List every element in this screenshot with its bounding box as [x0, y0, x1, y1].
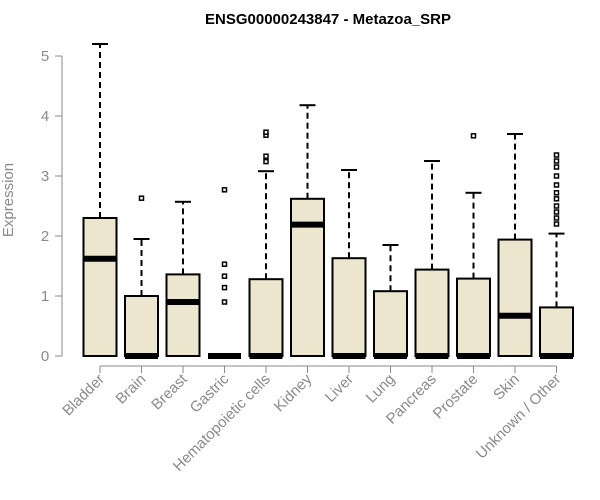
x-tick-label: Kidney	[271, 370, 316, 415]
x-tick-label: Lung	[363, 371, 399, 407]
box-group	[208, 187, 241, 359]
box-group	[373, 244, 408, 359]
outlier-point	[553, 164, 560, 170]
x-tick-label: Breast	[148, 370, 191, 413]
y-tick-label: 5	[41, 48, 49, 65]
y-tick-label: 4	[41, 108, 49, 125]
outlier-point	[553, 209, 560, 215]
outlier-point	[553, 196, 560, 202]
outlier-point	[221, 261, 228, 267]
x-tick-label: Skin	[490, 371, 523, 404]
x-tick-label: Bladder	[59, 371, 108, 420]
chart-title: ENSG00000243847 - Metazoa_SRP	[205, 11, 451, 28]
outlier-point	[221, 299, 228, 305]
box-group	[82, 43, 118, 357]
box-group	[248, 129, 284, 359]
y-tick-label: 3	[41, 168, 49, 185]
outlier-point	[553, 182, 560, 188]
box	[539, 306, 574, 357]
box-group	[331, 169, 367, 359]
outlier-point	[221, 187, 228, 193]
outlier-point	[221, 284, 228, 291]
outlier-point	[221, 273, 228, 279]
outlier-point	[553, 203, 560, 209]
box-group	[539, 152, 574, 359]
x-tick-label: Brain	[113, 371, 150, 408]
outlier-point	[553, 221, 560, 227]
box-group	[497, 133, 533, 358]
outlier-point	[553, 190, 560, 196]
outlier-point	[263, 153, 269, 159]
box-group	[414, 160, 450, 359]
outlier-point	[138, 195, 145, 201]
outlier-point	[553, 152, 560, 158]
outlier-point	[263, 129, 269, 135]
box	[248, 278, 284, 358]
box	[373, 290, 408, 358]
x-tick-label: Prostate	[430, 371, 482, 423]
box	[414, 268, 450, 358]
outlier-point	[553, 173, 560, 179]
x-tick-label: Liver	[322, 371, 357, 406]
box-group	[290, 104, 325, 357]
boxes-group	[82, 43, 574, 359]
box-group	[165, 200, 201, 357]
box	[82, 217, 118, 357]
box-group	[456, 133, 491, 359]
y-axis-label: Expression	[0, 163, 17, 237]
outlier-point	[553, 158, 560, 164]
outlier-point	[263, 158, 269, 165]
outlier-point	[553, 215, 560, 221]
box	[497, 238, 533, 358]
box	[165, 273, 201, 357]
box	[456, 277, 491, 358]
y-tick-label: 2	[41, 228, 49, 245]
y-tick-label: 0	[41, 348, 49, 365]
box	[124, 295, 159, 357]
box	[331, 257, 367, 358]
y-tick-label: 1	[41, 288, 49, 305]
box-group	[124, 195, 159, 359]
outlier-point	[470, 133, 477, 139]
y-axis: 0 1 2 3 4 5	[41, 48, 63, 365]
